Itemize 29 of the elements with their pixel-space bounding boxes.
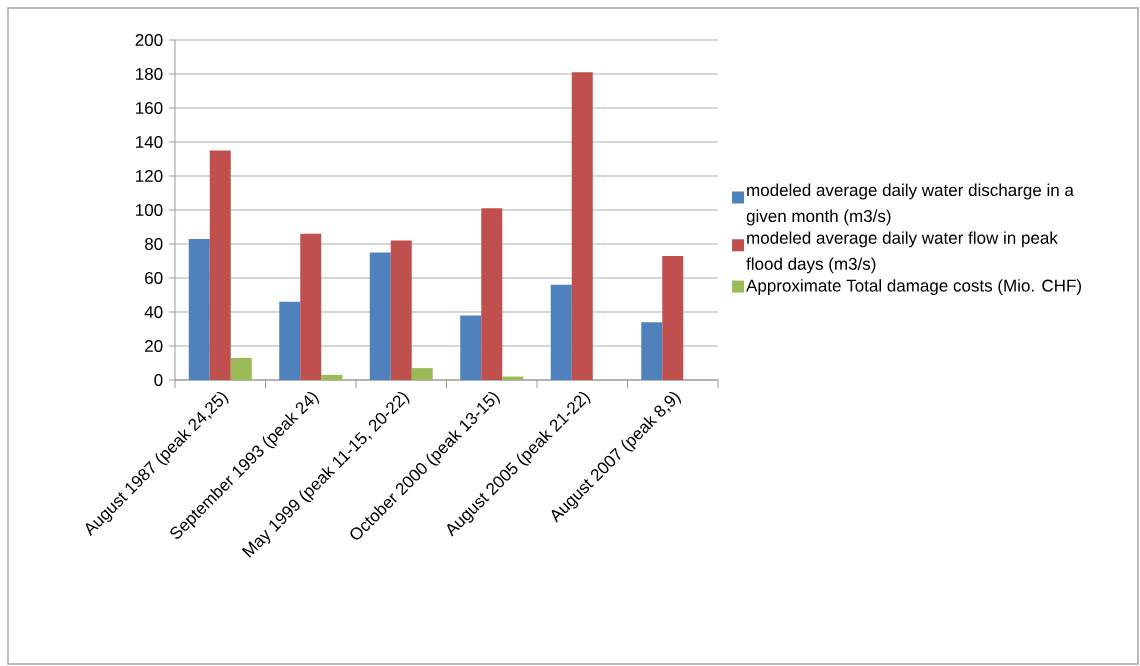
bar: [571, 72, 593, 380]
y-tick-label: 160: [136, 101, 163, 115]
bar: [230, 357, 252, 380]
bar: [460, 315, 482, 380]
y-tick-label: 200: [135, 33, 163, 47]
bar: [550, 284, 572, 380]
bar: [662, 255, 684, 380]
y-tick-label: 0: [154, 373, 163, 387]
y-tick-label: 100: [136, 203, 163, 217]
y-tick-label: 180: [136, 67, 163, 81]
bar: [209, 150, 231, 380]
bar: [641, 322, 663, 380]
y-tick-label: 60: [145, 271, 163, 285]
bar: [321, 374, 343, 380]
y-tick-label: 40: [144, 305, 163, 319]
y-tick-label: 20: [145, 339, 163, 353]
bar: [481, 208, 503, 380]
bar: [369, 252, 391, 380]
bar: [279, 301, 301, 380]
bar: [300, 233, 322, 380]
y-tick-label: 140: [136, 135, 163, 149]
bar: [390, 240, 412, 380]
y-tick-label: 80: [144, 237, 163, 251]
legend-label: Approximate Total damage costs (Mio. CHF): [746, 279, 1081, 296]
bar: [188, 238, 210, 380]
bar: [411, 368, 433, 380]
legend-label: modeled average daily water flow in peak flood days (m3/s): [746, 231, 1058, 274]
y-tick-label: 120: [136, 169, 163, 183]
legend-label: modeled average daily water discharge in a given month (m3/s): [746, 183, 1074, 226]
